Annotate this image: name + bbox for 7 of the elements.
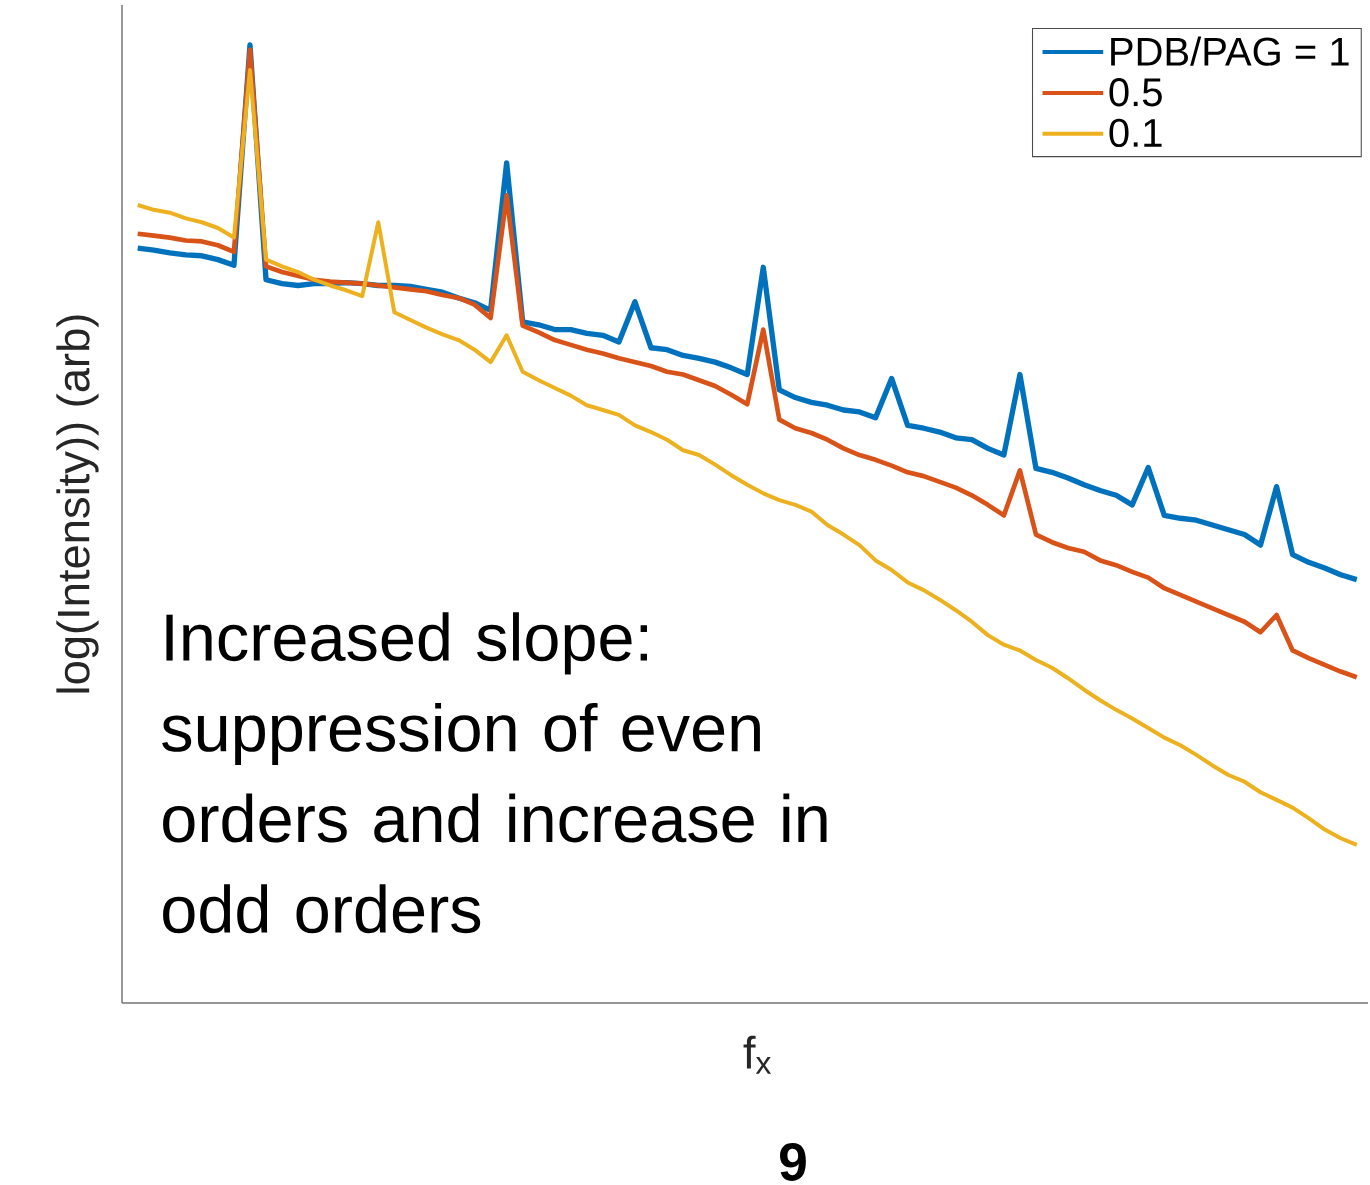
y-axis-title: log(Intensity)) (arb) xyxy=(56,315,99,693)
legend-label: PDB/PAG = 1 xyxy=(1111,36,1349,66)
text: 9 xyxy=(780,1143,806,1181)
legend-label: 0.1 xyxy=(1109,118,1162,148)
legend-label: 0.5 xyxy=(1109,78,1162,107)
annotation: Increased slope: suppression of even orders and increase in odd orders xyxy=(162,612,827,934)
x-axis-title: f$_{x}$ xyxy=(743,1035,772,1074)
